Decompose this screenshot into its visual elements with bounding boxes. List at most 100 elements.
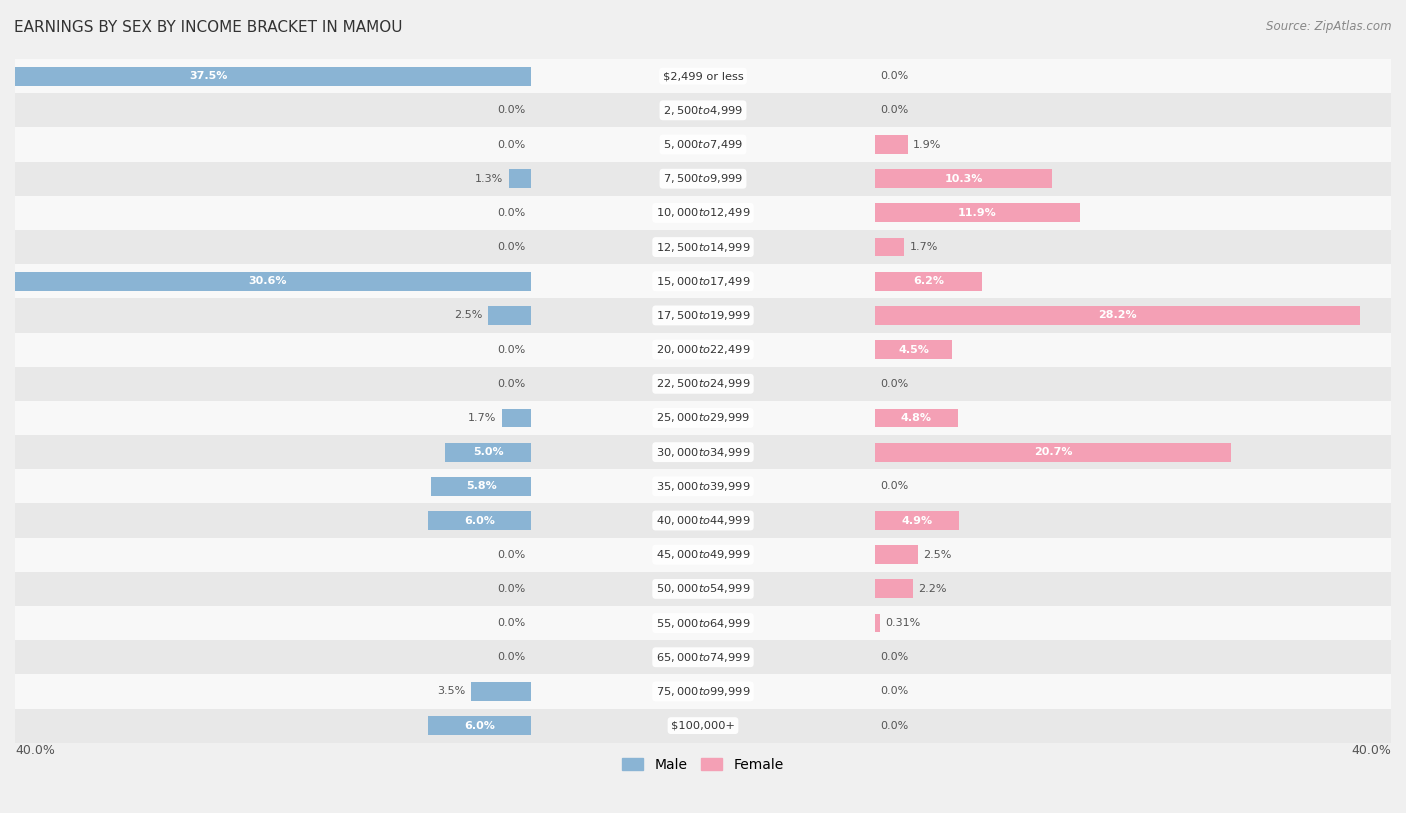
Text: 0.0%: 0.0%: [880, 379, 908, 389]
Text: $30,000 to $34,999: $30,000 to $34,999: [655, 446, 751, 459]
Text: 0.0%: 0.0%: [880, 72, 908, 81]
Text: $12,500 to $14,999: $12,500 to $14,999: [655, 241, 751, 254]
Bar: [875, 580, 912, 598]
Text: $25,000 to $29,999: $25,000 to $29,999: [655, 411, 751, 424]
Bar: [875, 272, 981, 291]
Bar: [509, 169, 531, 188]
Text: $50,000 to $54,999: $50,000 to $54,999: [655, 582, 751, 595]
Text: $7,500 to $9,999: $7,500 to $9,999: [664, 172, 742, 185]
Bar: [15, 264, 1391, 298]
Text: 2.2%: 2.2%: [918, 584, 946, 593]
Text: 5.0%: 5.0%: [472, 447, 503, 457]
Bar: [875, 203, 1080, 222]
Bar: [15, 196, 1391, 230]
Text: 40.0%: 40.0%: [1351, 745, 1391, 758]
Bar: [875, 340, 952, 359]
Text: $5,000 to $7,499: $5,000 to $7,499: [664, 138, 742, 151]
Text: 6.2%: 6.2%: [912, 276, 943, 286]
Text: $55,000 to $64,999: $55,000 to $64,999: [655, 616, 751, 629]
Text: 0.0%: 0.0%: [498, 550, 526, 559]
Bar: [15, 59, 1391, 93]
Text: 20.7%: 20.7%: [1033, 447, 1073, 457]
Text: 1.7%: 1.7%: [468, 413, 496, 423]
Bar: [15, 93, 1391, 128]
Text: $17,500 to $19,999: $17,500 to $19,999: [655, 309, 751, 322]
Bar: [875, 306, 1360, 325]
Bar: [15, 435, 1391, 469]
Text: 0.0%: 0.0%: [498, 208, 526, 218]
Text: 6.0%: 6.0%: [464, 720, 495, 731]
Bar: [875, 546, 918, 564]
Text: $75,000 to $99,999: $75,000 to $99,999: [655, 685, 751, 698]
Bar: [15, 162, 1391, 196]
Text: 0.0%: 0.0%: [498, 345, 526, 354]
Bar: [875, 135, 908, 154]
Text: $35,000 to $39,999: $35,000 to $39,999: [655, 480, 751, 493]
Text: 0.0%: 0.0%: [498, 242, 526, 252]
Text: 3.5%: 3.5%: [437, 686, 465, 697]
Bar: [15, 128, 1391, 162]
Bar: [471, 682, 531, 701]
Text: $15,000 to $17,499: $15,000 to $17,499: [655, 275, 751, 288]
Text: 1.3%: 1.3%: [475, 174, 503, 184]
Bar: [15, 401, 1391, 435]
Bar: [15, 367, 1391, 401]
Bar: [15, 298, 1391, 333]
Text: $22,500 to $24,999: $22,500 to $24,999: [655, 377, 751, 390]
Text: 0.0%: 0.0%: [498, 584, 526, 593]
Bar: [15, 708, 1391, 743]
Bar: [875, 614, 880, 633]
Bar: [15, 537, 1391, 572]
Bar: [0, 67, 531, 85]
Text: 1.9%: 1.9%: [912, 140, 941, 150]
Text: 5.8%: 5.8%: [465, 481, 496, 491]
Text: 1.7%: 1.7%: [910, 242, 938, 252]
Text: 0.0%: 0.0%: [498, 140, 526, 150]
Bar: [427, 511, 531, 530]
Text: 28.2%: 28.2%: [1098, 311, 1137, 320]
Text: 0.0%: 0.0%: [880, 720, 908, 731]
Text: 0.31%: 0.31%: [886, 618, 921, 628]
Bar: [502, 409, 531, 428]
Text: 37.5%: 37.5%: [190, 72, 228, 81]
Text: 40.0%: 40.0%: [15, 745, 55, 758]
Bar: [875, 443, 1232, 462]
Text: 4.5%: 4.5%: [898, 345, 929, 354]
Bar: [15, 572, 1391, 606]
Text: 0.0%: 0.0%: [880, 686, 908, 697]
Text: 2.5%: 2.5%: [924, 550, 952, 559]
Bar: [15, 640, 1391, 674]
Bar: [488, 306, 531, 325]
Legend: Male, Female: Male, Female: [617, 752, 789, 777]
Text: 10.3%: 10.3%: [945, 174, 983, 184]
Text: 30.6%: 30.6%: [249, 276, 287, 286]
Bar: [15, 333, 1391, 367]
Bar: [15, 674, 1391, 708]
Bar: [15, 230, 1391, 264]
Text: EARNINGS BY SEX BY INCOME BRACKET IN MAMOU: EARNINGS BY SEX BY INCOME BRACKET IN MAM…: [14, 20, 402, 35]
Bar: [875, 409, 957, 428]
Bar: [15, 469, 1391, 503]
Bar: [446, 443, 531, 462]
Bar: [432, 477, 531, 496]
Bar: [875, 169, 1052, 188]
Bar: [427, 716, 531, 735]
Text: 0.0%: 0.0%: [498, 618, 526, 628]
Text: $2,499 or less: $2,499 or less: [662, 72, 744, 81]
Bar: [15, 606, 1391, 640]
Text: 4.9%: 4.9%: [901, 515, 932, 525]
Text: $100,000+: $100,000+: [671, 720, 735, 731]
Text: Source: ZipAtlas.com: Source: ZipAtlas.com: [1267, 20, 1392, 33]
Text: $20,000 to $22,499: $20,000 to $22,499: [655, 343, 751, 356]
Text: $10,000 to $12,499: $10,000 to $12,499: [655, 207, 751, 220]
Text: 0.0%: 0.0%: [880, 106, 908, 115]
Text: 0.0%: 0.0%: [498, 379, 526, 389]
Text: 6.0%: 6.0%: [464, 515, 495, 525]
Text: 0.0%: 0.0%: [880, 481, 908, 491]
Text: 0.0%: 0.0%: [880, 652, 908, 663]
Bar: [4, 272, 531, 291]
Text: $2,500 to $4,999: $2,500 to $4,999: [664, 104, 742, 117]
Text: 0.0%: 0.0%: [498, 652, 526, 663]
Bar: [875, 237, 904, 256]
Text: 2.5%: 2.5%: [454, 311, 482, 320]
